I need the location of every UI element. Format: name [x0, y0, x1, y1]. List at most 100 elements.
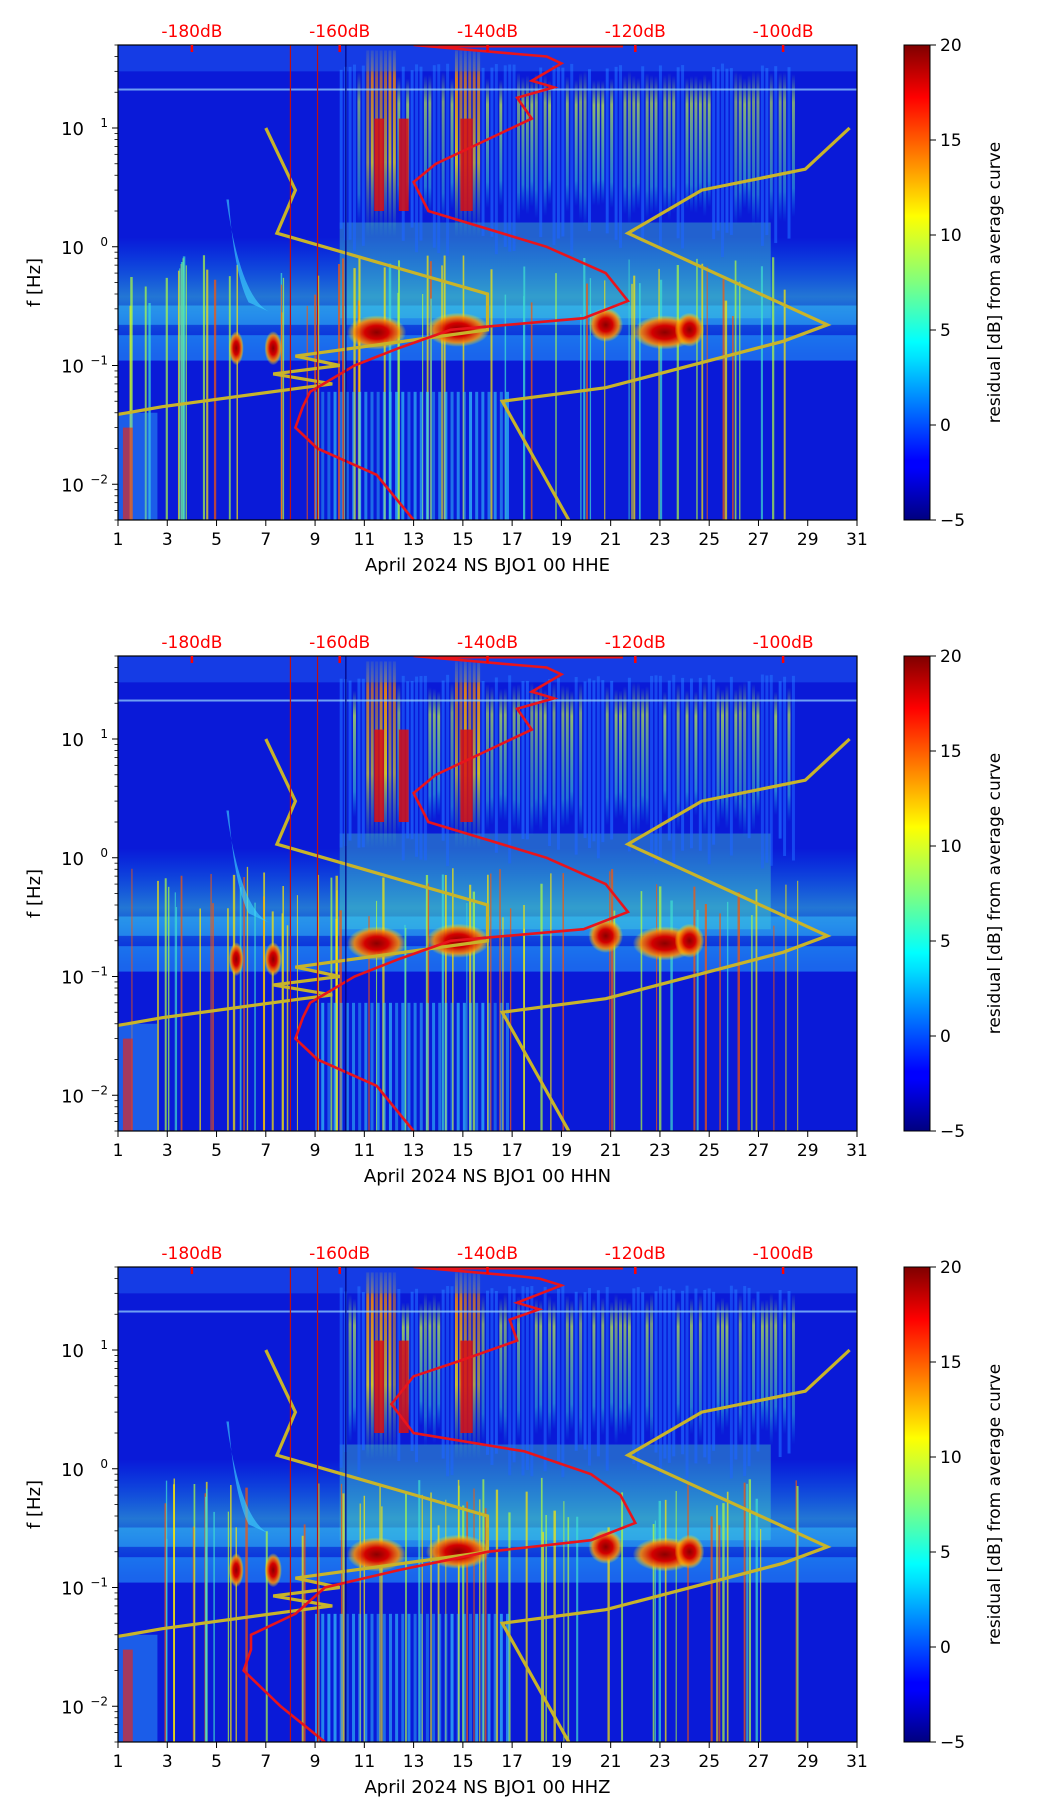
db-scale-label: -180dB — [161, 1244, 222, 1264]
y-tick-label: 10 — [61, 1579, 84, 1600]
y-tick-exponent: 0 — [100, 846, 108, 860]
x-tick-label: 3 — [162, 530, 173, 550]
x-tick-label: 11 — [354, 1752, 376, 1772]
x-tick-label: 17 — [501, 1141, 523, 1161]
x-tick-label: 29 — [797, 1752, 819, 1772]
x-tick-label: 19 — [551, 1752, 573, 1772]
x-tick-label: 15 — [452, 1752, 474, 1772]
x-tick-label: 9 — [310, 530, 321, 550]
x-tick-label: 25 — [698, 530, 720, 550]
y-tick-exponent: 1 — [100, 727, 108, 741]
x-axis-label: April 2024 NS BJO1 00 HHE — [365, 555, 610, 576]
db-scale-label: -140dB — [457, 633, 518, 653]
y-tick-exponent: −2 — [90, 472, 108, 486]
colorbar-tick-label: 10 — [940, 837, 962, 857]
colorbar-gradient — [903, 655, 931, 1132]
y-tick-label: 10 — [61, 1341, 84, 1362]
db-scale-label: -160dB — [309, 1244, 370, 1264]
colorbar-tick-label: 0 — [940, 416, 951, 436]
x-tick-label: 1 — [113, 530, 124, 550]
x-tick-label: 27 — [748, 530, 770, 550]
y-tick-label: 10 — [61, 968, 84, 989]
x-tick-label: 31 — [846, 530, 868, 550]
y-tick-exponent: −1 — [90, 1576, 108, 1590]
noise-model-low-curve — [118, 738, 490, 1028]
x-axis-label: April 2024 NS BJO1 00 HHZ — [364, 1777, 610, 1798]
x-tick-label: 7 — [260, 1752, 271, 1772]
x-tick-label: 19 — [551, 1141, 573, 1161]
spectrogram-image — [118, 45, 857, 520]
x-tick-label: 19 — [551, 530, 573, 550]
x-tick-label: 3 — [162, 1141, 173, 1161]
x-tick-label: 29 — [797, 1141, 819, 1161]
y-tick-label: 10 — [61, 730, 84, 751]
x-tick-label: 15 — [452, 530, 474, 550]
x-tick-label: 27 — [748, 1752, 770, 1772]
db-scale-label: -120dB — [605, 22, 666, 42]
x-tick-label: 5 — [211, 1752, 222, 1772]
db-scale-label: -100dB — [753, 633, 814, 653]
colorbar-tick-label: 5 — [940, 1543, 951, 1563]
x-tick-label: 9 — [310, 1141, 321, 1161]
y-tick-label: 10 — [61, 849, 84, 870]
x-tick-label: 27 — [748, 1141, 770, 1161]
colorbar-tick-label: 5 — [940, 932, 951, 952]
y-tick-exponent: −1 — [90, 965, 108, 979]
db-scale-label: -100dB — [753, 22, 814, 42]
x-tick-label: 31 — [846, 1752, 868, 1772]
y-axis-label: f [Hz] — [24, 258, 45, 307]
x-tick-label: 21 — [600, 1752, 622, 1772]
average-psd-curve — [293, 656, 631, 1131]
x-tick-label: 17 — [501, 530, 523, 550]
y-tick-exponent: −2 — [90, 1694, 108, 1708]
x-tick-label: 13 — [403, 1752, 425, 1772]
colorbar-tick-label: 20 — [940, 36, 962, 56]
x-tick-label: 13 — [403, 1141, 425, 1161]
x-tick-label: 9 — [310, 1752, 321, 1772]
y-tick-label: 10 — [61, 119, 84, 140]
colorbar-tick-label: 15 — [940, 742, 962, 762]
colorbar: 20 15 10 5 0 −5 residual [dB] from average cur… — [903, 647, 1005, 1142]
x-tick-label: 11 — [354, 530, 376, 550]
x-tick-label: 11 — [354, 1141, 376, 1161]
db-scale-label: -120dB — [605, 633, 666, 653]
colorbar-tick-label: 15 — [940, 131, 962, 151]
x-tick-label: 7 — [260, 1141, 271, 1161]
x-tick-label: 23 — [649, 530, 671, 550]
db-scale-label: -140dB — [457, 22, 518, 42]
x-tick-label: 5 — [211, 530, 222, 550]
y-tick-label: 10 — [61, 1460, 84, 1481]
x-tick-label: 1 — [113, 1141, 124, 1161]
db-scale-label: -140dB — [457, 1244, 518, 1264]
x-axis-label: April 2024 NS BJO1 00 HHN — [364, 1166, 611, 1187]
colorbar-tick-label: −5 — [940, 1122, 965, 1142]
x-tick-label: 21 — [600, 1141, 622, 1161]
colorbar: 20 15 10 5 0 −5 residual [dB] from average cur… — [903, 1258, 1005, 1753]
colorbar-tick-label: 20 — [940, 647, 962, 667]
y-axis-label: f [Hz] — [24, 1480, 45, 1529]
x-tick-label: 21 — [600, 530, 622, 550]
x-tick-label: 31 — [846, 1141, 868, 1161]
db-scale-label: -160dB — [309, 22, 370, 42]
db-scale-label: -120dB — [605, 1244, 666, 1264]
colorbar-label: residual [dB] from average curve — [985, 142, 1005, 423]
colorbar-gradient — [903, 1266, 931, 1743]
average-psd-curve — [293, 45, 631, 520]
noise-model-low-curve — [118, 127, 490, 417]
x-tick-label: 23 — [649, 1141, 671, 1161]
colorbar-tick-label: 15 — [940, 1353, 962, 1373]
colorbar-tick-label: 20 — [940, 1258, 962, 1278]
colorbar-tick-label: 5 — [940, 321, 951, 341]
y-tick-exponent: −1 — [90, 354, 108, 368]
y-tick-label: 10 — [61, 1086, 84, 1107]
y-tick-exponent: 1 — [100, 1338, 108, 1352]
y-tick-exponent: 0 — [100, 235, 108, 249]
spectrogram-image — [118, 1267, 857, 1742]
y-axis-label: f [Hz] — [24, 869, 45, 918]
spectrogram-image — [118, 656, 857, 1131]
db-scale-label: -100dB — [753, 1244, 814, 1264]
colorbar-tick-label: 0 — [940, 1638, 951, 1658]
x-tick-label: 1 — [113, 1752, 124, 1772]
